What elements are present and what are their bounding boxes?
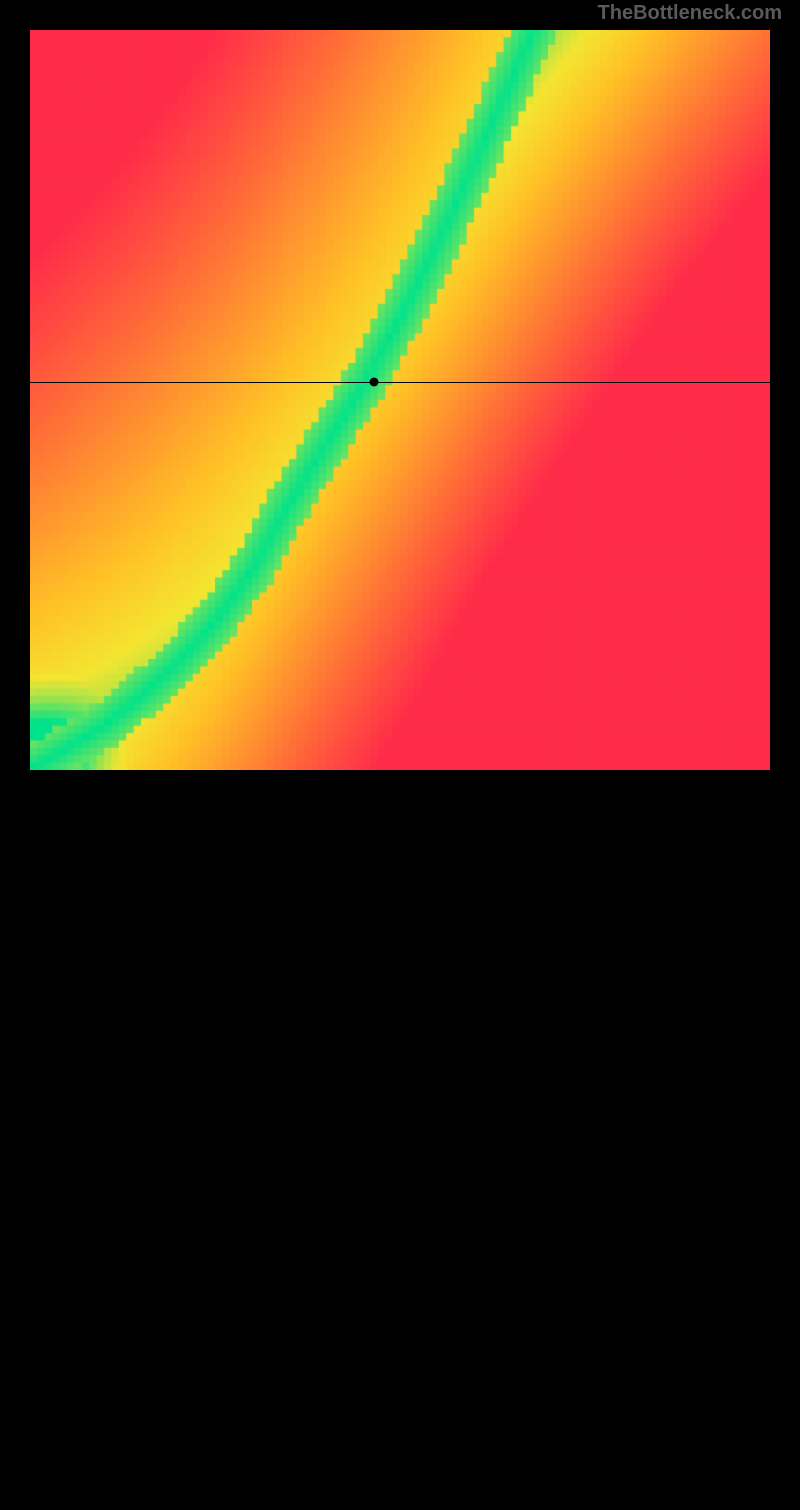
data-point-marker	[370, 377, 379, 386]
heatmap-plot	[30, 30, 770, 770]
crosshair-vertical	[374, 770, 375, 1510]
watermark-text: TheBottleneck.com	[598, 2, 782, 25]
crosshair-horizontal	[30, 382, 770, 383]
heatmap-canvas	[30, 30, 770, 770]
